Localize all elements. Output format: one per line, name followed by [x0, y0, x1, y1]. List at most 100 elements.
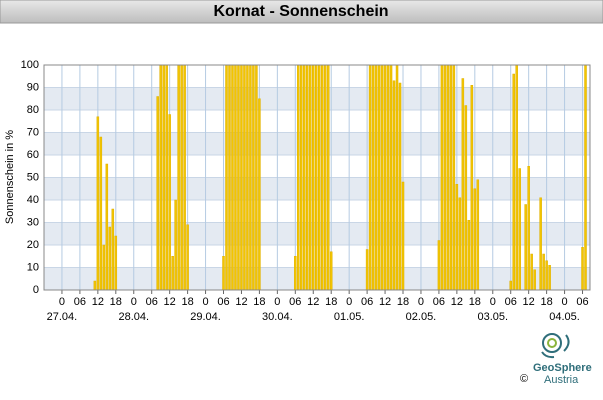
bar	[174, 199, 177, 291]
bar	[464, 105, 468, 291]
bar	[401, 181, 405, 291]
bar	[476, 179, 480, 291]
x-tick-label: 18	[110, 296, 122, 308]
x-tick-label: 0	[59, 296, 65, 308]
brand-sub: Austria	[544, 374, 579, 386]
bar	[398, 82, 402, 291]
bar	[467, 220, 471, 291]
bar	[545, 260, 548, 291]
bar	[306, 64, 309, 291]
bar	[162, 64, 165, 291]
bar	[320, 64, 324, 291]
bar	[93, 280, 97, 291]
bar	[443, 64, 447, 291]
bar	[114, 235, 118, 291]
bar	[449, 64, 453, 291]
bar	[365, 249, 369, 291]
bar	[395, 64, 399, 291]
bar	[228, 64, 231, 291]
bar	[515, 64, 518, 291]
bar	[524, 204, 527, 291]
bar	[518, 168, 521, 291]
bar	[165, 64, 168, 291]
bar	[108, 226, 112, 291]
x-tick-label: 06	[217, 296, 229, 308]
x-tick-label: 06	[433, 296, 445, 308]
x-tick-label: 0	[418, 296, 424, 308]
x-tick-label: 12	[379, 296, 391, 308]
x-tick-label: 06	[146, 296, 158, 308]
bar	[168, 114, 171, 291]
bar	[297, 64, 300, 291]
x-date-label: 29.04.	[190, 311, 221, 323]
brand-name: GeoSphere	[533, 362, 592, 374]
bar	[530, 253, 533, 291]
x-tick-label: 06	[361, 296, 373, 308]
bar	[323, 64, 327, 291]
bar	[312, 64, 315, 291]
bar	[300, 64, 303, 291]
bar	[237, 64, 240, 291]
bar	[258, 98, 261, 291]
bar	[527, 166, 530, 291]
bar	[392, 80, 396, 291]
bar	[255, 64, 258, 291]
bar	[246, 64, 249, 291]
x-tick-label: 0	[562, 296, 568, 308]
bar	[383, 64, 387, 291]
bar	[455, 184, 459, 291]
bar	[446, 64, 450, 291]
bar	[509, 280, 512, 291]
x-tick-label: 06	[289, 296, 301, 308]
y-tick-label: 10	[27, 261, 39, 273]
bar	[111, 208, 115, 291]
y-tick-label: 70	[27, 126, 39, 138]
bar	[180, 64, 183, 291]
bar	[584, 64, 587, 291]
bar	[156, 96, 159, 291]
bar	[440, 64, 444, 291]
bar	[458, 197, 462, 291]
logo	[541, 333, 570, 359]
x-tick-label: 06	[74, 296, 86, 308]
bar	[222, 256, 225, 291]
bar	[183, 64, 186, 291]
copyright: ©	[520, 373, 528, 385]
x-date-label: 04.05.	[549, 311, 580, 323]
bar	[470, 85, 474, 291]
chart-title: Kornat - Sonnenschein	[213, 3, 388, 20]
bar	[99, 136, 103, 291]
bar	[309, 64, 312, 291]
bar	[452, 64, 456, 291]
y-tick-label: 100	[21, 59, 39, 71]
bar	[386, 64, 390, 291]
header-bar	[0, 0, 603, 24]
y-tick-label: 80	[27, 104, 39, 116]
bar	[461, 78, 465, 291]
bar	[368, 64, 372, 291]
x-tick-label: 18	[181, 296, 193, 308]
x-tick-label: 12	[235, 296, 247, 308]
y-axis-label: Sonnenschein in %	[4, 130, 16, 224]
bar	[437, 240, 441, 291]
x-tick-label: 0	[131, 296, 137, 308]
bar	[512, 73, 515, 291]
y-tick-label: 30	[27, 216, 39, 228]
x-tick-label: 12	[523, 296, 535, 308]
bar	[581, 247, 584, 291]
x-date-label: 30.04.	[262, 311, 293, 323]
bar	[171, 256, 174, 291]
x-tick-label: 18	[540, 296, 552, 308]
x-tick-label: 12	[307, 296, 319, 308]
x-tick-label: 0	[202, 296, 208, 308]
bar	[317, 64, 321, 291]
bar	[371, 64, 375, 291]
bar	[186, 224, 189, 291]
bar	[389, 64, 393, 291]
bar	[234, 64, 237, 291]
x-tick-label: 12	[164, 296, 176, 308]
x-tick-label: 12	[92, 296, 104, 308]
x-tick-label: 06	[576, 296, 588, 308]
y-tick-label: 90	[27, 81, 39, 93]
